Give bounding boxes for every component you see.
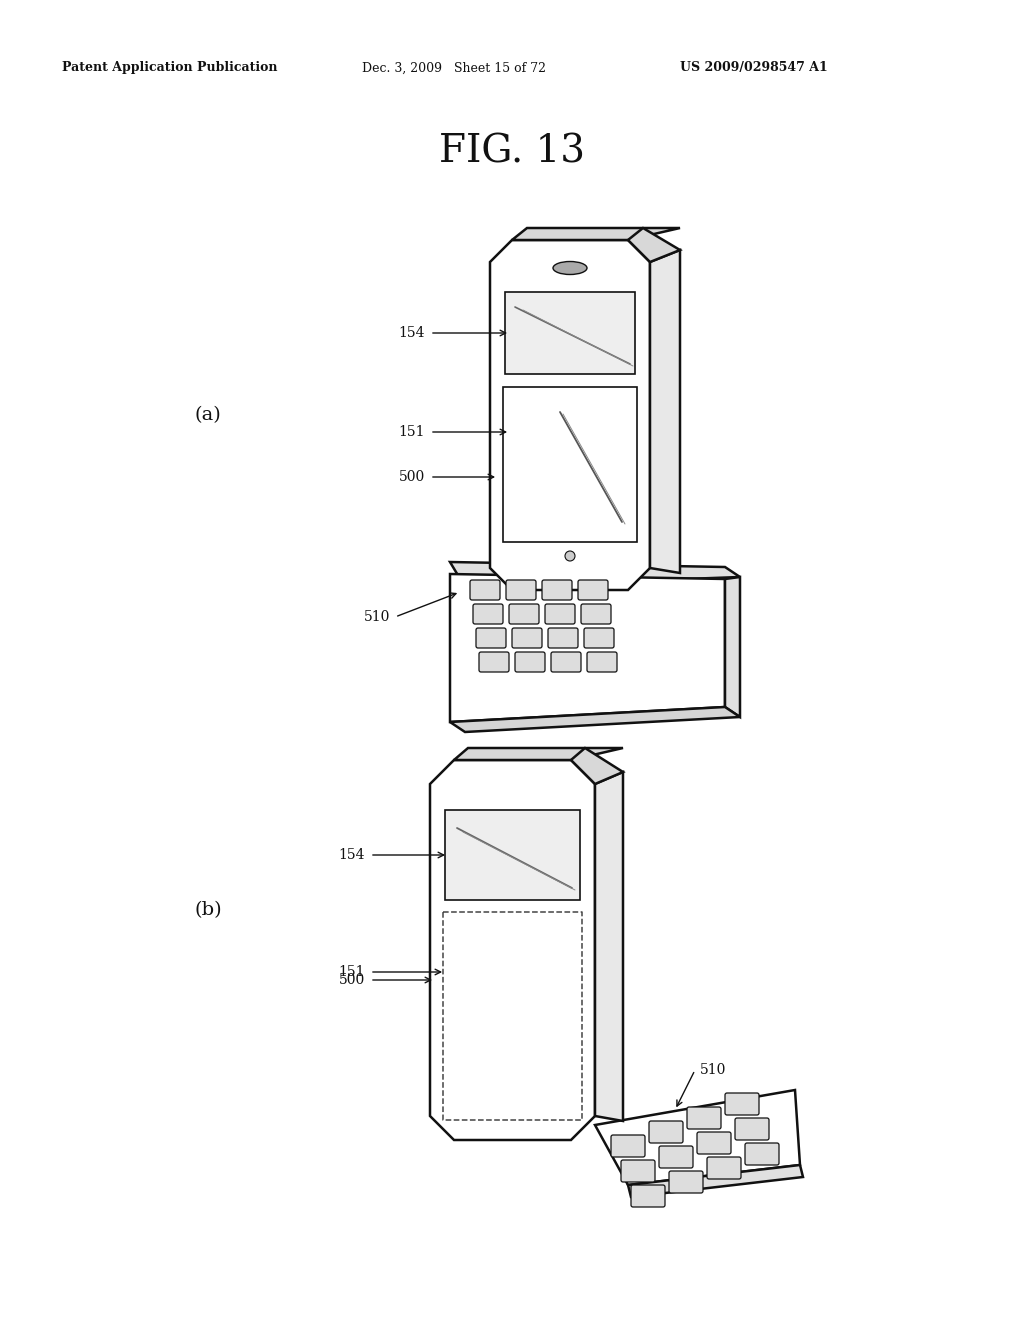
Text: FIG. 13: FIG. 13 (439, 133, 585, 170)
FancyBboxPatch shape (548, 628, 578, 648)
FancyBboxPatch shape (584, 628, 614, 648)
Text: Dec. 3, 2009   Sheet 15 of 72: Dec. 3, 2009 Sheet 15 of 72 (362, 62, 546, 74)
Polygon shape (571, 748, 623, 784)
FancyBboxPatch shape (542, 579, 572, 601)
Polygon shape (450, 708, 740, 733)
FancyBboxPatch shape (512, 628, 542, 648)
Text: 154: 154 (398, 326, 425, 341)
FancyBboxPatch shape (725, 1093, 759, 1115)
FancyBboxPatch shape (476, 628, 506, 648)
FancyBboxPatch shape (687, 1107, 721, 1129)
FancyBboxPatch shape (581, 605, 611, 624)
Polygon shape (595, 772, 623, 1121)
FancyBboxPatch shape (669, 1171, 703, 1193)
FancyBboxPatch shape (745, 1143, 779, 1166)
FancyBboxPatch shape (611, 1135, 645, 1158)
FancyBboxPatch shape (707, 1158, 741, 1179)
FancyBboxPatch shape (735, 1118, 769, 1140)
Polygon shape (454, 748, 623, 760)
FancyBboxPatch shape (473, 605, 503, 624)
Polygon shape (450, 562, 740, 587)
Polygon shape (445, 810, 580, 900)
Text: 151: 151 (339, 965, 365, 979)
Text: 510: 510 (364, 610, 390, 624)
FancyBboxPatch shape (509, 605, 539, 624)
Text: (a): (a) (195, 407, 222, 424)
Polygon shape (595, 1090, 800, 1185)
FancyBboxPatch shape (631, 1185, 665, 1206)
Polygon shape (725, 577, 740, 717)
Polygon shape (628, 228, 680, 261)
Text: 154: 154 (339, 847, 365, 862)
FancyBboxPatch shape (506, 579, 536, 601)
Polygon shape (628, 1166, 803, 1197)
FancyBboxPatch shape (578, 579, 608, 601)
Polygon shape (650, 249, 680, 573)
Polygon shape (505, 292, 635, 374)
FancyBboxPatch shape (697, 1133, 731, 1154)
Polygon shape (450, 574, 725, 722)
Text: US 2009/0298547 A1: US 2009/0298547 A1 (680, 62, 827, 74)
FancyBboxPatch shape (621, 1160, 655, 1181)
FancyBboxPatch shape (515, 652, 545, 672)
Polygon shape (490, 240, 650, 590)
FancyBboxPatch shape (587, 652, 617, 672)
FancyBboxPatch shape (545, 605, 575, 624)
FancyBboxPatch shape (479, 652, 509, 672)
Polygon shape (503, 387, 637, 543)
Text: 151: 151 (398, 425, 425, 440)
FancyBboxPatch shape (659, 1146, 693, 1168)
FancyBboxPatch shape (649, 1121, 683, 1143)
Text: 500: 500 (398, 470, 425, 484)
Polygon shape (430, 760, 595, 1140)
Ellipse shape (565, 550, 575, 561)
Text: 500: 500 (339, 973, 365, 987)
FancyBboxPatch shape (551, 652, 581, 672)
Text: Patent Application Publication: Patent Application Publication (62, 62, 278, 74)
Ellipse shape (553, 261, 587, 275)
Text: 510: 510 (700, 1063, 726, 1077)
Polygon shape (512, 228, 680, 240)
Text: (b): (b) (195, 902, 222, 919)
FancyBboxPatch shape (470, 579, 500, 601)
